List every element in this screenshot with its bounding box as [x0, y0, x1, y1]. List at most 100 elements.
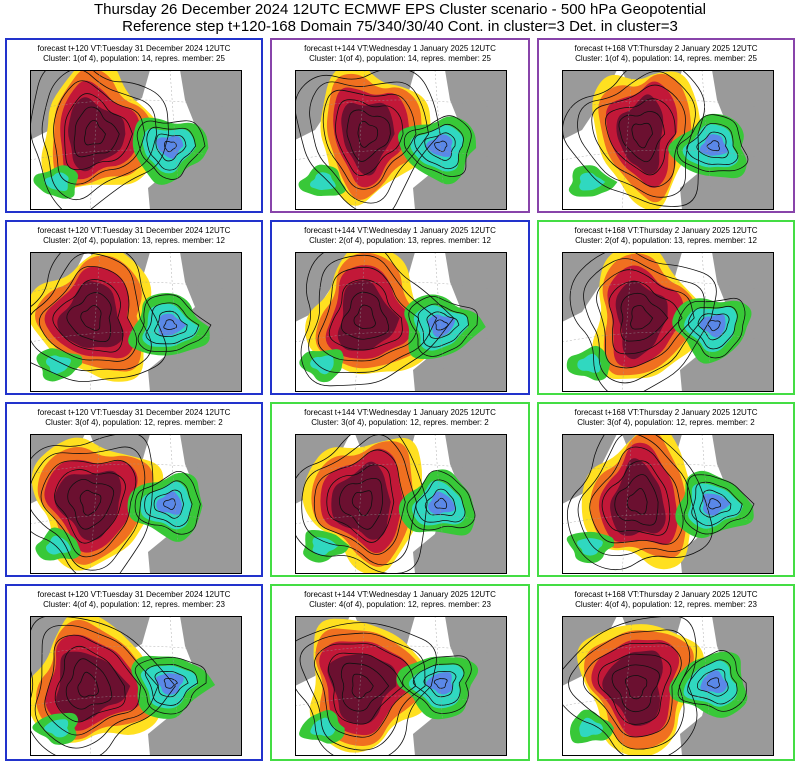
- panel-cluster-label: Cluster: 2(of 4), population: 13, repres…: [309, 236, 491, 245]
- anomaly-negative-southwest-core: [45, 535, 71, 555]
- panel-cluster-1-t168[interactable]: forecast t+168 VT:Thursday 2 January 202…: [537, 38, 795, 213]
- panel-cluster-1-t120[interactable]: forecast t+120 VT:Tuesday 31 December 20…: [5, 38, 263, 213]
- panel-cluster-label: Cluster: 4(of 4), population: 12, repres…: [575, 600, 757, 609]
- panel-forecast-label: forecast t+168 VT:Thursday 2 January 202…: [574, 44, 758, 53]
- contour-trough: [706, 677, 720, 689]
- graticule-line: [621, 252, 633, 392]
- contour-ridge: [80, 304, 102, 331]
- graticule: [30, 70, 242, 210]
- panel-cluster-2-t168[interactable]: forecast t+168 VT:Thursday 2 January 202…: [537, 220, 795, 395]
- contour-ridge: [630, 305, 654, 330]
- contour-ridge: [597, 653, 672, 725]
- contour-ridge: [67, 478, 115, 530]
- anomaly-negative-strong: [702, 493, 731, 516]
- contour-trough: [154, 671, 189, 698]
- north-america-landmass: [295, 252, 350, 322]
- geopotential-contours: [295, 434, 476, 574]
- contour-trough: [686, 122, 739, 165]
- panel-cluster-2-t144[interactable]: forecast t+144 VT:Wednesday 1 January 20…: [270, 220, 530, 395]
- contour-ridge: [65, 658, 113, 710]
- contour-trough: [406, 470, 476, 531]
- contour-ridge: [340, 291, 390, 340]
- panel-cluster-2-t120[interactable]: forecast t+120 VT:Tuesday 31 December 20…: [5, 220, 263, 395]
- contour-trough: [136, 120, 206, 180]
- map-frame: [295, 434, 507, 574]
- graticule-line: [621, 70, 633, 210]
- contour-trough: [412, 663, 465, 706]
- anomaly-negative-strong: [156, 491, 182, 515]
- geopotential-map: [295, 616, 507, 756]
- geopotential-map: [30, 252, 242, 392]
- contour-ridge: [596, 269, 695, 369]
- contour-ridge: [299, 632, 426, 751]
- contour-ridge: [313, 449, 406, 555]
- panel-cluster-3-t120[interactable]: forecast t+120 VT:Tuesday 31 December 20…: [5, 402, 263, 577]
- contour-trough: [434, 497, 448, 510]
- panel-cluster-label: Cluster: 3(of 4), population: 12, repres…: [45, 418, 223, 427]
- contour-ridge: [308, 254, 438, 373]
- panel-cluster-3-t144[interactable]: forecast t+144 VT:Wednesday 1 January 20…: [270, 402, 530, 577]
- panel-cluster-label: Cluster: 1(of 4), population: 14, repres…: [309, 54, 491, 63]
- contour-trough: [403, 115, 472, 177]
- graticule-line: [621, 434, 633, 574]
- contour-ridge: [54, 645, 126, 723]
- geopotential-contours: [295, 70, 472, 210]
- contour-ridge: [73, 106, 120, 158]
- contour-trough: [678, 297, 746, 359]
- contour-trough: [137, 294, 212, 352]
- graticule: [295, 434, 507, 574]
- contour-ridge: [614, 474, 659, 526]
- panel-cluster-label: Cluster: 3(of 4), population: 12, repres…: [311, 418, 489, 427]
- contour-trough: [434, 140, 448, 153]
- panel-forecast-label: forecast t+144 VT:Wednesday 1 January 20…: [304, 590, 496, 599]
- panel-cluster-4-t120[interactable]: forecast t+120 VT:Tuesday 31 December 20…: [5, 584, 263, 761]
- panel-cluster-4-t168[interactable]: forecast t+168 VT:Thursday 2 January 202…: [537, 584, 795, 761]
- anomaly-positive-extreme: [68, 97, 126, 172]
- contour-ridge: [44, 634, 142, 736]
- contour-trough: [707, 498, 722, 510]
- panel-forecast-label: forecast t+120 VT:Tuesday 31 December 20…: [37, 226, 231, 235]
- anomaly-negative-southwest-core: [44, 172, 69, 191]
- anomaly-negative-southwest-core: [577, 538, 603, 556]
- contour-ridge: [328, 652, 404, 725]
- panel-forecast-label: forecast t+168 VT:Thursday 2 January 202…: [574, 590, 758, 599]
- anomaly-negative-southwest-core: [579, 717, 603, 738]
- geopotential-contours: [562, 70, 749, 207]
- contour-ridge: [295, 434, 428, 574]
- contour-ridge: [34, 624, 159, 749]
- contour-ridge: [620, 292, 669, 342]
- geopotential-map: [562, 434, 774, 574]
- map-frame: [30, 252, 242, 392]
- contour-trough: [687, 659, 738, 705]
- geopotential-contours: [30, 616, 207, 756]
- geopotential-contours: [569, 252, 746, 392]
- graticule: [562, 616, 774, 756]
- contour-ridge: [591, 84, 686, 188]
- contour-ridge: [40, 459, 137, 558]
- contour-trough: [163, 319, 178, 330]
- graticule-line: [354, 616, 366, 756]
- graticule: [30, 252, 242, 392]
- panel-cluster-label: Cluster: 4(of 4), population: 12, repres…: [309, 600, 491, 609]
- contour-trough: [414, 123, 464, 170]
- panel-cluster-4-t144[interactable]: forecast t+144 VT:Wednesday 1 January 20…: [270, 584, 530, 761]
- contour-ridge: [335, 99, 404, 176]
- map-frame: [562, 252, 774, 392]
- contour-ridge: [309, 81, 430, 204]
- anomaly-negative-southwest-core: [309, 172, 336, 190]
- contour-trough: [696, 668, 729, 697]
- panel-cluster-1-t144[interactable]: forecast t+144 VT:Wednesday 1 January 20…: [270, 38, 530, 213]
- panel-forecast-label: forecast t+168 VT:Thursday 2 January 202…: [574, 408, 758, 417]
- graticule: [295, 616, 507, 756]
- contour-ridge: [66, 292, 112, 343]
- contour-trough: [677, 650, 747, 712]
- graticule-line: [434, 616, 446, 756]
- anomaly-negative-strong: [425, 672, 453, 695]
- contour-ridge: [346, 109, 391, 162]
- panel-cluster-3-t168[interactable]: forecast t+168 VT:Thursday 2 January 202…: [537, 402, 795, 577]
- page-subtitle: Reference step t+120-168 Domain 75/340/3…: [122, 18, 678, 35]
- contour-ridge: [357, 120, 379, 148]
- geopotential-map: [30, 70, 242, 210]
- contour-ridge: [326, 464, 395, 543]
- panel-cluster-label: Cluster: 1(of 4), population: 14, repres…: [43, 54, 225, 63]
